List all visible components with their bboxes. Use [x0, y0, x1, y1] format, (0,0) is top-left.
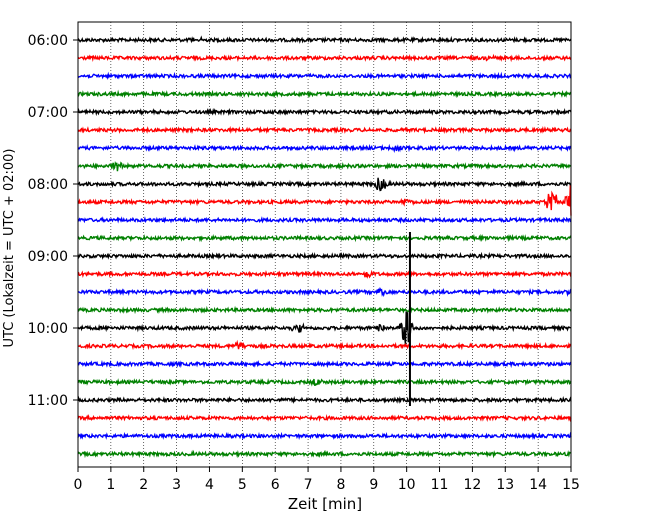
- y-tick-label: 11:00: [28, 393, 68, 409]
- trace-07:45: [77, 160, 572, 172]
- x-tick-label: 12: [463, 477, 481, 493]
- x-tick-label: 3: [172, 477, 181, 493]
- grid-lines: [110, 22, 539, 467]
- plot-frame: [77, 21, 572, 468]
- seismic-traces: [77, 35, 572, 459]
- trace-11:15: [77, 413, 572, 422]
- trace-09:45: [77, 305, 572, 315]
- y-axis: 06:00 07:00 08:00 09:00 10:00 11:00: [28, 33, 78, 409]
- trace-09:15: [77, 269, 572, 279]
- x-tick-label: 11: [431, 477, 449, 493]
- y-tick-label: 07:00: [28, 105, 68, 121]
- trace-07:00: [77, 107, 572, 117]
- trace-06:00: [77, 35, 572, 45]
- y-tick-label: 08:00: [28, 177, 68, 193]
- x-axis: 0 1 2 3 4 5 6 7 8 9 10 11 12 13 14 15: [74, 467, 580, 493]
- trace-06:30: [77, 71, 572, 81]
- x-tick-label: 0: [74, 477, 83, 493]
- x-tick-label: 8: [336, 477, 345, 493]
- x-axis-label: Zeit [min]: [288, 495, 362, 513]
- y-tick-label: 06:00: [28, 33, 68, 49]
- x-tick-label: 7: [304, 477, 313, 493]
- trace-06:15: [77, 53, 572, 63]
- x-tick-label: 5: [238, 477, 247, 493]
- trace-10:15: [77, 339, 572, 351]
- trace-11:30: [77, 431, 572, 441]
- trace-10:45: [77, 377, 572, 387]
- trace-09:30: [77, 286, 572, 298]
- x-tick-label: 1: [106, 477, 115, 493]
- x-tick-label: 6: [271, 477, 280, 493]
- trace-06:45: [77, 89, 572, 99]
- y-tick-label: 09:00: [28, 249, 68, 265]
- trace-07:15: [77, 125, 572, 135]
- trace-10:00: [77, 311, 572, 346]
- trace-11:45: [77, 449, 572, 459]
- trace-08:30: [77, 216, 572, 225]
- x-tick-label: 15: [562, 477, 580, 493]
- x-tick-label: 10: [398, 477, 416, 493]
- y-tick-label: 10:00: [28, 321, 68, 337]
- x-tick-label: 13: [496, 477, 514, 493]
- trace-07:30: [77, 143, 572, 153]
- x-tick-label: 14: [529, 477, 547, 493]
- x-tick-label: 9: [369, 477, 378, 493]
- x-tick-label: 4: [205, 477, 214, 493]
- trace-10:30: [77, 359, 572, 369]
- y-axis-label: UTC (Lokalzeit = UTC + 02:00): [2, 149, 17, 348]
- trace-08:15: [77, 185, 572, 216]
- trace-11:00: [77, 395, 572, 405]
- x-tick-label: 2: [139, 477, 148, 493]
- trace-08:45: [77, 233, 572, 243]
- trace-09:00: [77, 251, 572, 261]
- trace-08:00: [77, 177, 572, 192]
